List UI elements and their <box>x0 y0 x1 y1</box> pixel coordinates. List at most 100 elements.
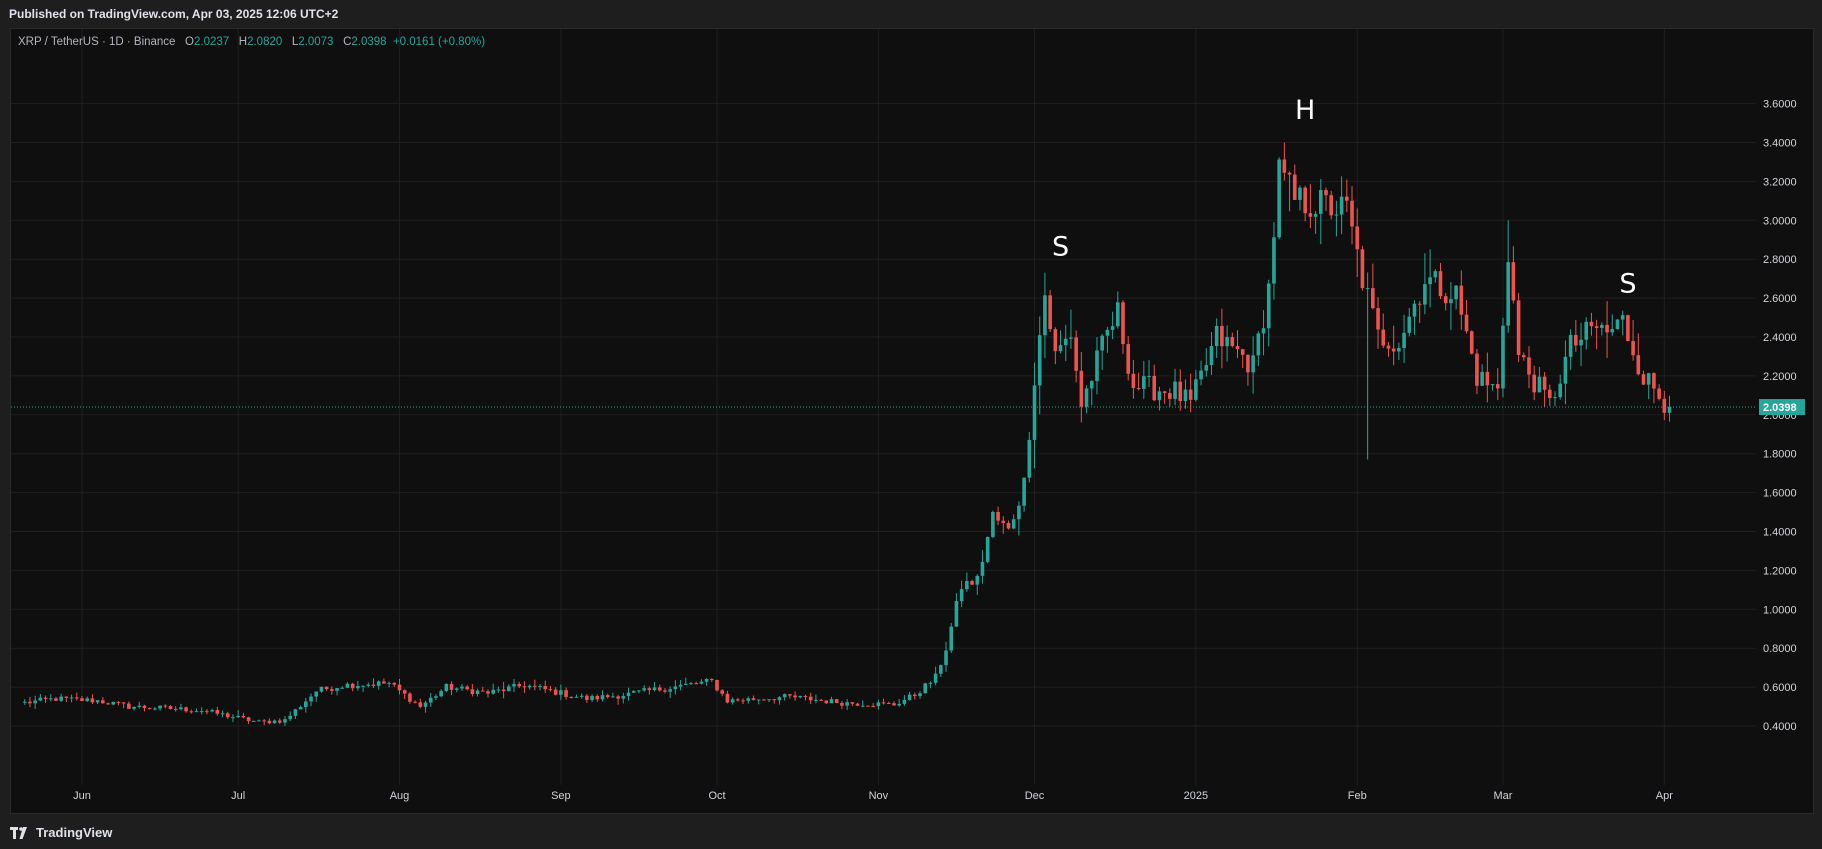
candle <box>33 695 37 709</box>
candle <box>1084 385 1089 414</box>
candle <box>782 693 787 701</box>
candle <box>881 698 886 705</box>
candle <box>324 686 329 691</box>
candle <box>293 708 298 720</box>
candle <box>272 719 277 724</box>
candle <box>22 699 27 705</box>
candle <box>1298 185 1302 211</box>
candle <box>710 678 714 682</box>
candle <box>704 678 709 686</box>
candle <box>1037 316 1042 415</box>
candle <box>772 698 777 704</box>
tradingview-brand[interactable]: TradingView <box>10 825 112 840</box>
symbol-title[interactable]: XRP / TetherUS · 1D · Binance <box>18 36 176 48</box>
candle <box>1131 359 1136 399</box>
candle <box>1423 253 1427 315</box>
candle <box>590 694 594 703</box>
candle <box>184 706 188 713</box>
candle <box>1136 372 1141 391</box>
x-tick-label: Aug <box>390 790 410 802</box>
candle <box>1048 289 1052 333</box>
candle <box>1240 349 1245 368</box>
x-tick-label: Mar <box>1493 790 1512 802</box>
candle <box>288 711 292 722</box>
candle <box>1152 364 1157 402</box>
candle <box>121 702 126 709</box>
candle <box>1443 292 1448 311</box>
price-chart[interactable]: S H S 0.4000 0.6000 0.8000 1.0000 1.2000 1.4000… <box>11 29 1815 815</box>
y-tick-label: 2.6000 <box>1763 293 1797 305</box>
candle <box>194 708 199 713</box>
pattern-annotations: S H S <box>1052 95 1636 299</box>
candle <box>1563 340 1568 405</box>
last-price-tag-label: 2.0398 <box>1763 402 1797 414</box>
candle <box>730 697 735 705</box>
candle <box>330 686 334 695</box>
candle <box>1043 272 1047 359</box>
candle <box>413 700 417 704</box>
candle <box>1391 325 1396 366</box>
candle <box>309 693 313 707</box>
candle <box>777 696 782 705</box>
y-axis[interactable]: 0.4000 0.6000 0.8000 1.0000 1.2000 1.4000 1.60… <box>1763 99 1797 733</box>
candle <box>173 706 178 712</box>
candle <box>1027 431 1032 483</box>
candle <box>1126 336 1131 381</box>
candle <box>694 681 698 685</box>
candle <box>996 506 1000 526</box>
footer-bar: TradingView <box>0 814 1822 849</box>
candle <box>1173 368 1177 406</box>
y-tick-label: 0.6000 <box>1763 682 1797 694</box>
candle <box>527 684 532 690</box>
candle <box>251 720 256 722</box>
candle <box>793 691 797 701</box>
x-tick-label: Nov <box>869 790 889 802</box>
candle <box>356 680 360 691</box>
candle <box>897 699 901 707</box>
candle <box>1292 164 1297 200</box>
candle <box>657 684 662 692</box>
candle <box>1475 349 1479 395</box>
chart-frame[interactable]: S H S 0.4000 0.6000 0.8000 1.0000 1.2000 1.4000… <box>10 28 1814 814</box>
candle <box>236 710 240 718</box>
candle <box>1360 245 1365 291</box>
candle <box>1230 332 1235 348</box>
candle <box>382 678 386 684</box>
y-tick-label: 2.4000 <box>1763 332 1797 344</box>
published-text: Published on TradingView.com, Apr 03, 20… <box>9 7 339 21</box>
candle <box>1105 326 1110 353</box>
candle <box>366 682 371 688</box>
x-axis[interactable]: Jun Jul Aug Sep Oct Nov Dec 2025 Feb Mar Apr <box>73 790 1673 802</box>
ohlc-legend: XRP / TetherUS · 1D · Binance O2.0237 H2… <box>18 36 485 48</box>
x-tick-label: Jun <box>73 790 91 802</box>
x-tick-label: Apr <box>1656 790 1673 802</box>
candle <box>626 687 631 701</box>
candle <box>90 694 95 705</box>
candle <box>1110 311 1115 340</box>
candle <box>402 689 407 700</box>
candle <box>1594 319 1599 350</box>
candle <box>1069 309 1073 349</box>
candle <box>1568 329 1573 370</box>
candle <box>1147 360 1151 388</box>
candle <box>59 693 63 703</box>
candle <box>959 580 964 608</box>
candle <box>980 550 985 584</box>
candle <box>616 694 620 705</box>
candle <box>751 695 756 701</box>
candle <box>1417 301 1422 324</box>
pattern-label: S <box>1052 231 1069 262</box>
candle <box>543 680 548 694</box>
candle <box>699 679 704 685</box>
last-price-tag-group: 2.0398 <box>1759 399 1805 416</box>
candle <box>1350 186 1354 245</box>
y-tick-label: 1.0000 <box>1763 604 1797 616</box>
candle <box>1397 342 1401 360</box>
candle <box>449 681 454 696</box>
candle <box>1579 322 1583 366</box>
candle <box>621 692 626 704</box>
candle <box>850 701 855 707</box>
candle <box>1318 179 1323 245</box>
candle <box>1204 348 1209 377</box>
candle <box>829 696 834 704</box>
